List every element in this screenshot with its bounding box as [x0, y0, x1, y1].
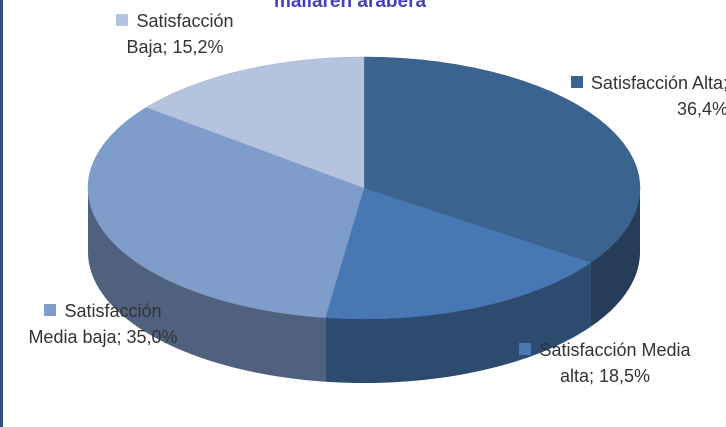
pie-side: [590, 188, 640, 327]
label-text: Satisfacción Alta; 36,4%: [590, 73, 726, 119]
pie-slice: [145, 56, 365, 189]
legend-swatch: [44, 304, 57, 316]
legend-swatch: [570, 76, 583, 88]
chart-title: mailaren arabera: [273, 0, 427, 12]
legend-swatch: [519, 343, 532, 355]
pie-side: [88, 188, 326, 382]
data-label: Satisfacción Baja; 15,2%: [95, 8, 255, 60]
label-text: Satisfacción Media baja; 35,0%: [28, 301, 178, 347]
label-text: Satisfacción Media alta; 18,5%: [539, 340, 691, 386]
data-label: Satisfacción Media baja; 35,0%: [18, 298, 188, 350]
pie-slice: [87, 107, 365, 318]
legend-swatch: [116, 14, 129, 26]
data-label: Satisfacción Media alta; 18,5%: [505, 337, 705, 389]
pie-slice: [325, 187, 592, 320]
label-text: Satisfacción Baja; 15,2%: [126, 11, 234, 57]
pie-slice: [363, 56, 641, 263]
data-label: Satisfacción Alta; 36,4%: [568, 70, 726, 122]
